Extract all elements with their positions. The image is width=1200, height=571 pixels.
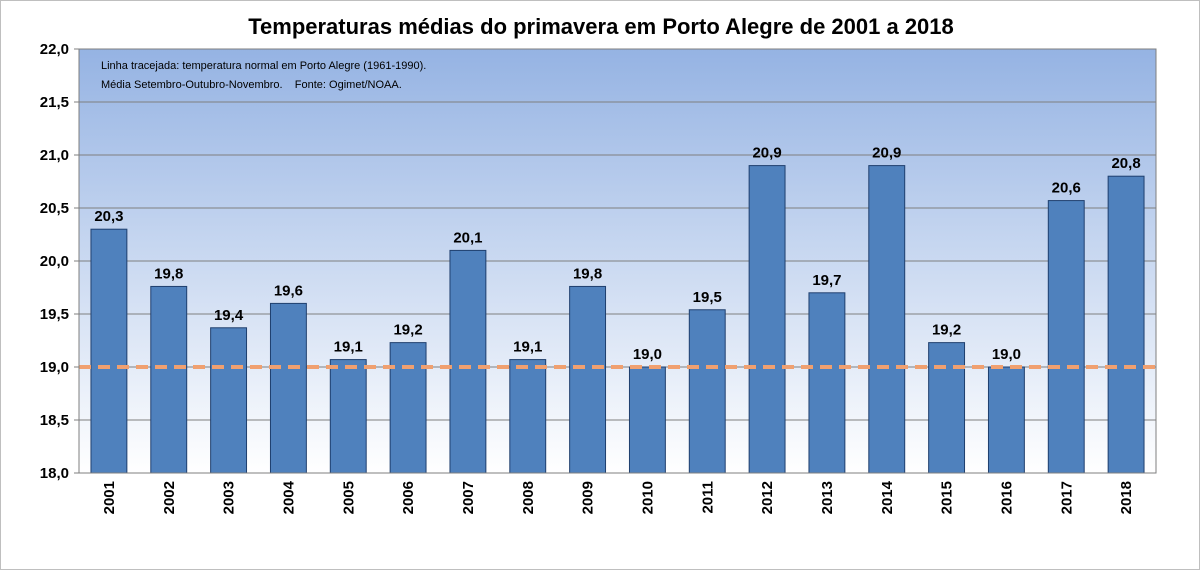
bar-2016 xyxy=(987,366,1025,474)
data-label-2015: 19,2 xyxy=(932,322,961,339)
data-label-2002: 19,8 xyxy=(154,265,183,282)
bar-2005 xyxy=(329,359,367,474)
x-tick-label: 2017 xyxy=(1058,481,1075,514)
x-tick-label: 2004 xyxy=(280,480,297,514)
y-tick-label: 22,0 xyxy=(40,41,69,58)
data-label-2009: 19,8 xyxy=(573,265,602,282)
plot-border xyxy=(78,48,1157,474)
x-tick-label: 2005 xyxy=(340,481,357,514)
data-label-2017: 20,6 xyxy=(1052,180,1081,197)
y-tick-label: 18,0 xyxy=(40,465,69,482)
bar-2011 xyxy=(688,309,726,474)
x-tick-label: 2012 xyxy=(759,481,776,514)
bar-2009 xyxy=(569,285,607,474)
chart-title: Temperaturas médias do primavera em Port… xyxy=(248,14,954,39)
bar-2013 xyxy=(808,292,846,474)
data-label-2004: 19,6 xyxy=(274,282,303,299)
bar-2017 xyxy=(1047,200,1085,474)
x-tick-label: 2013 xyxy=(819,481,836,514)
x-tick-label: 2015 xyxy=(939,481,956,514)
bar-2010 xyxy=(628,366,666,474)
bar-2012 xyxy=(748,165,786,474)
bar-2001 xyxy=(90,228,128,474)
data-label-2001: 20,3 xyxy=(94,208,123,225)
x-tick-label: 2016 xyxy=(998,481,1015,514)
data-label-2011: 19,5 xyxy=(693,289,722,306)
data-label-2013: 19,7 xyxy=(812,272,841,289)
data-label-2008: 19,1 xyxy=(513,339,542,356)
x-tick-label: 2006 xyxy=(400,481,417,514)
y-tick-label: 20,5 xyxy=(40,200,69,217)
x-tick-label: 2009 xyxy=(580,481,597,514)
x-tick-label: 2007 xyxy=(460,481,477,514)
data-label-2018: 20,8 xyxy=(1111,155,1140,172)
x-tick-label: 2018 xyxy=(1118,481,1135,514)
bar-2018 xyxy=(1107,175,1145,474)
y-tick-label: 19,0 xyxy=(40,359,69,376)
bar-2007 xyxy=(449,249,487,474)
bar-2006 xyxy=(389,342,427,474)
annotation-line-1: Linha tracejada: temperatura normal em P… xyxy=(101,60,426,72)
bars xyxy=(90,165,1145,474)
y-tick-label: 20,0 xyxy=(40,253,69,270)
data-label-2012: 20,9 xyxy=(752,145,781,162)
x-tick-label: 2002 xyxy=(161,481,178,514)
data-label-2003: 19,4 xyxy=(214,307,244,324)
x-tick-label: 2014 xyxy=(879,480,896,514)
x-tick-label: 2010 xyxy=(639,481,656,514)
y-axis: 18,0 18,5 19,0 19,5 20,0 20,5 21,0 21,5 22,0 xyxy=(40,41,79,482)
y-tick-label: 19,5 xyxy=(40,306,69,323)
data-label-2016: 19,0 xyxy=(992,346,1021,363)
x-axis: 2001 2002 2003 2004 2005 2006 2007 2008 2009 2010… xyxy=(101,480,1135,514)
data-labels: 20,3 19,8 19,4 19,6 19,1 19,2 20,1 19,1 19,8 19,0… xyxy=(94,145,1140,363)
bar-2002 xyxy=(150,285,188,474)
y-tick-label: 18,5 xyxy=(40,412,69,429)
x-tick-label: 2001 xyxy=(101,481,118,514)
y-tick-label: 21,0 xyxy=(40,147,69,164)
bar-2003 xyxy=(210,327,248,474)
data-label-2005: 19,1 xyxy=(334,339,363,356)
x-tick-label: 2008 xyxy=(520,481,537,514)
bar-2008 xyxy=(509,359,547,474)
bar-2015 xyxy=(928,342,966,474)
bar-2004 xyxy=(269,302,307,474)
data-label-2007: 20,1 xyxy=(453,229,482,246)
annotation-line-2: Média Setembro-Outubro-Novembro. Fonte: … xyxy=(101,79,402,91)
bar-2014 xyxy=(868,165,906,474)
data-label-2010: 19,0 xyxy=(633,346,662,363)
x-tick-label: 2003 xyxy=(221,481,238,514)
data-label-2006: 19,2 xyxy=(393,322,422,339)
data-label-2014: 20,9 xyxy=(872,145,901,162)
y-tick-label: 21,5 xyxy=(40,94,69,111)
x-tick-label: 2011 xyxy=(699,481,716,514)
